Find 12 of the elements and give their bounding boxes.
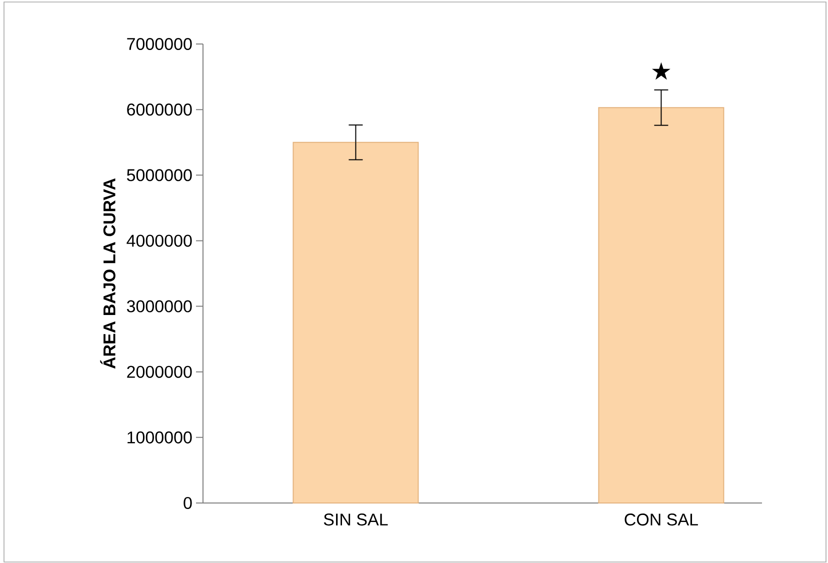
y-tick-label: 3000000 [126,300,192,312]
y-tick-label: 1000000 [128,431,192,444]
y-axis-title: ÁREA BAJO LA CURVA [100,178,116,369]
y-tick-label: 4000000 [126,234,192,247]
annotation: ★ [652,62,670,80]
x-tick-label: SIN SAL [324,514,388,526]
y-tick-label: 0 [184,496,192,510]
y-tick-label: 7000000 [127,38,192,50]
x-tick-label: CON SAL [624,514,698,526]
y-tick-label: 2000000 [127,366,192,378]
y-tick-label: 5000000 [126,169,192,182]
y-tick-label: 6000000 [127,104,192,116]
